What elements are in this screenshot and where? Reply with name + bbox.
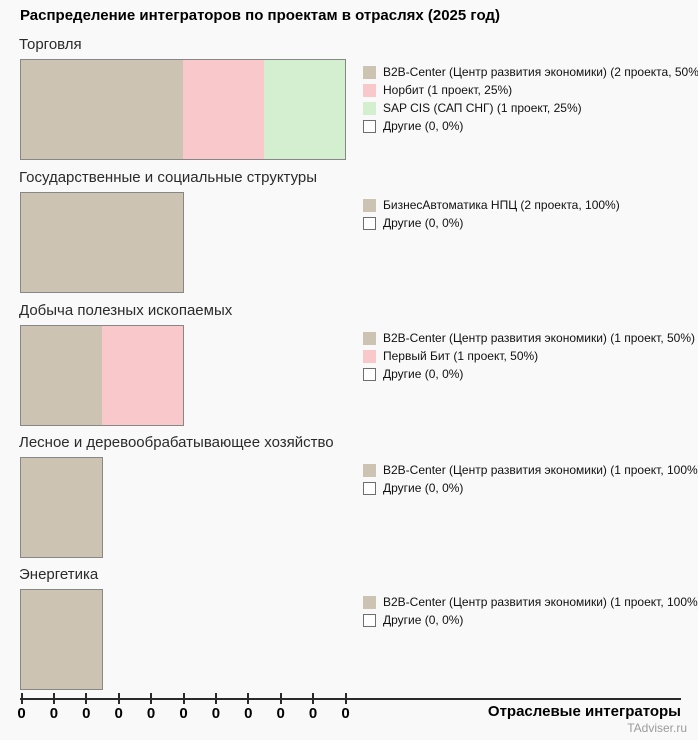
legend-item: B2B-Center (Центр развития экономики) (1…: [363, 329, 695, 347]
section-legend: B2B-Center (Центр развития экономики) (2…: [363, 63, 698, 135]
section-category-label: Лесное и деревообрабатывающее хозяйство: [19, 434, 334, 451]
section-legend: B2B-Center (Центр развития экономики) (1…: [363, 593, 698, 629]
stacked-bar: [20, 589, 103, 690]
legend-item-label: Другие (0, 0%): [383, 367, 464, 381]
legend-color-swatch: [363, 463, 376, 477]
legend-color-swatch: [363, 101, 376, 115]
legend-color-swatch: [363, 613, 376, 627]
legend-color-swatch: [363, 367, 376, 381]
legend-color-swatch: [363, 119, 376, 133]
section-legend: БизнесАвтоматика НПЦ (2 проекта, 100%) Д…: [363, 196, 620, 232]
legend-item: Другие (0, 0%): [363, 479, 698, 497]
legend-item-label: Первый Бит (1 проект, 50%): [383, 349, 539, 363]
legend-item-label: Норбит (1 проект, 25%): [383, 83, 513, 97]
x-axis-tick-label: 0: [308, 705, 318, 722]
x-axis-tick: [182, 693, 185, 704]
x-axis-tick-label: 0: [211, 705, 221, 722]
legend-color-swatch: [363, 198, 376, 212]
x-axis-tick: [312, 693, 315, 704]
x-axis-tick-label: 0: [276, 705, 285, 722]
x-axis-tick-label: 0: [114, 705, 123, 722]
legend-color-swatch: [363, 481, 376, 495]
x-axis-tick-label: 0: [82, 705, 91, 722]
legend-item: SAP CIS (САП СНГ) (1 проект, 25%): [363, 99, 698, 117]
legend-color-swatch: [363, 595, 376, 609]
legend-item-label: B2B-Center (Центр развития экономики) (1…: [383, 463, 698, 477]
x-axis-tick-label: 0: [244, 705, 253, 722]
bar-segment: [183, 60, 264, 159]
legend-item: Первый Бит (1 проект, 50%): [363, 347, 695, 365]
x-axis-label: Отраслевые интеграторы: [487, 703, 681, 720]
legend-color-swatch: [363, 216, 376, 230]
legend-item-label: БизнесАвтоматика НПЦ (2 проекта, 100%): [383, 198, 620, 212]
x-axis-tick-label: 0: [341, 705, 350, 722]
legend-item-label: Другие (0, 0%): [383, 613, 464, 627]
legend-item-label: B2B-Center (Центр развития экономики) (1…: [383, 595, 698, 609]
bar-segment: [264, 60, 345, 159]
chart-section: Государственные и социальные структуры Б…: [0, 169, 698, 299]
legend-item: БизнесАвтоматика НПЦ (2 проекта, 100%): [363, 196, 620, 214]
legend-item-label: Другие (0, 0%): [383, 216, 464, 230]
stacked-bar: [20, 59, 346, 160]
section-category-label: Энергетика: [19, 566, 99, 583]
x-axis-tick-label: 0: [146, 705, 156, 722]
legend-item-label: B2B-Center (Центр развития экономики) (1…: [383, 331, 696, 345]
stacked-bar: [20, 457, 103, 558]
section-category-label: Торговля: [19, 36, 82, 53]
section-legend: B2B-Center (Центр развития экономики) (1…: [363, 461, 698, 497]
legend-item: B2B-Center (Центр развития экономики) (1…: [363, 461, 698, 479]
stacked-bar: [20, 192, 184, 293]
x-axis-tick: [150, 693, 153, 704]
legend-item: Другие (0, 0%): [363, 214, 620, 232]
section-category-label: Добыча полезных ископаемых: [19, 302, 233, 319]
legend-color-swatch: [363, 83, 376, 97]
legend-item: B2B-Center (Центр развития экономики) (2…: [363, 63, 698, 81]
x-axis-tick: [52, 693, 55, 704]
legend-item-label: Другие (0, 0%): [383, 119, 464, 133]
legend-item: Другие (0, 0%): [363, 117, 698, 135]
bar-segment: [102, 326, 183, 425]
x-axis-line: [20, 698, 681, 700]
legend-color-swatch: [363, 65, 376, 79]
stacked-bar: [20, 325, 184, 426]
bar-segment: [21, 326, 102, 425]
chart-title: Распределение интеграторов по проектам в…: [20, 7, 500, 24]
x-axis-tick-label: 0: [17, 705, 26, 722]
chart-section: Торговля B2B-Center (Центр развития экон…: [0, 36, 698, 166]
bar-segment: [21, 458, 102, 557]
legend-color-swatch: [363, 331, 376, 345]
bar-segment: [21, 60, 183, 159]
legend-item: B2B-Center (Центр развития экономики) (1…: [363, 593, 698, 611]
legend-item-label: B2B-Center (Центр развития экономики) (2…: [383, 65, 698, 79]
legend-item: Другие (0, 0%): [363, 365, 695, 383]
x-axis-tick: [344, 693, 347, 704]
legend-item: Другие (0, 0%): [363, 611, 698, 629]
legend-color-swatch: [363, 349, 376, 363]
legend-item: Норбит (1 проект, 25%): [363, 81, 698, 99]
section-category-label: Государственные и социальные структуры: [19, 169, 318, 186]
bar-segment: [21, 590, 102, 689]
section-legend: B2B-Center (Центр развития экономики) (1…: [363, 329, 695, 383]
x-axis-tick-label: 0: [49, 705, 59, 722]
source-watermark: TAdviser.ru: [627, 721, 687, 735]
x-axis-tick: [85, 693, 88, 704]
chart-section: Энергетика B2B-Center (Центр развития эк…: [0, 566, 698, 696]
x-axis-tick: [279, 693, 282, 704]
chart-section: Добыча полезных ископаемых B2B-Center (Ц…: [0, 302, 698, 432]
x-axis-tick-label: 0: [179, 705, 188, 722]
x-axis-tick: [20, 693, 23, 704]
x-axis-tick: [117, 693, 120, 704]
x-axis-tick: [214, 693, 217, 704]
x-axis-tick: [247, 693, 250, 704]
chart-section: Лесное и деревообрабатывающее хозяйство …: [0, 434, 698, 564]
legend-item-label: SAP CIS (САП СНГ) (1 проект, 25%): [383, 101, 582, 115]
legend-item-label: Другие (0, 0%): [383, 481, 464, 495]
bar-segment: [21, 193, 183, 292]
